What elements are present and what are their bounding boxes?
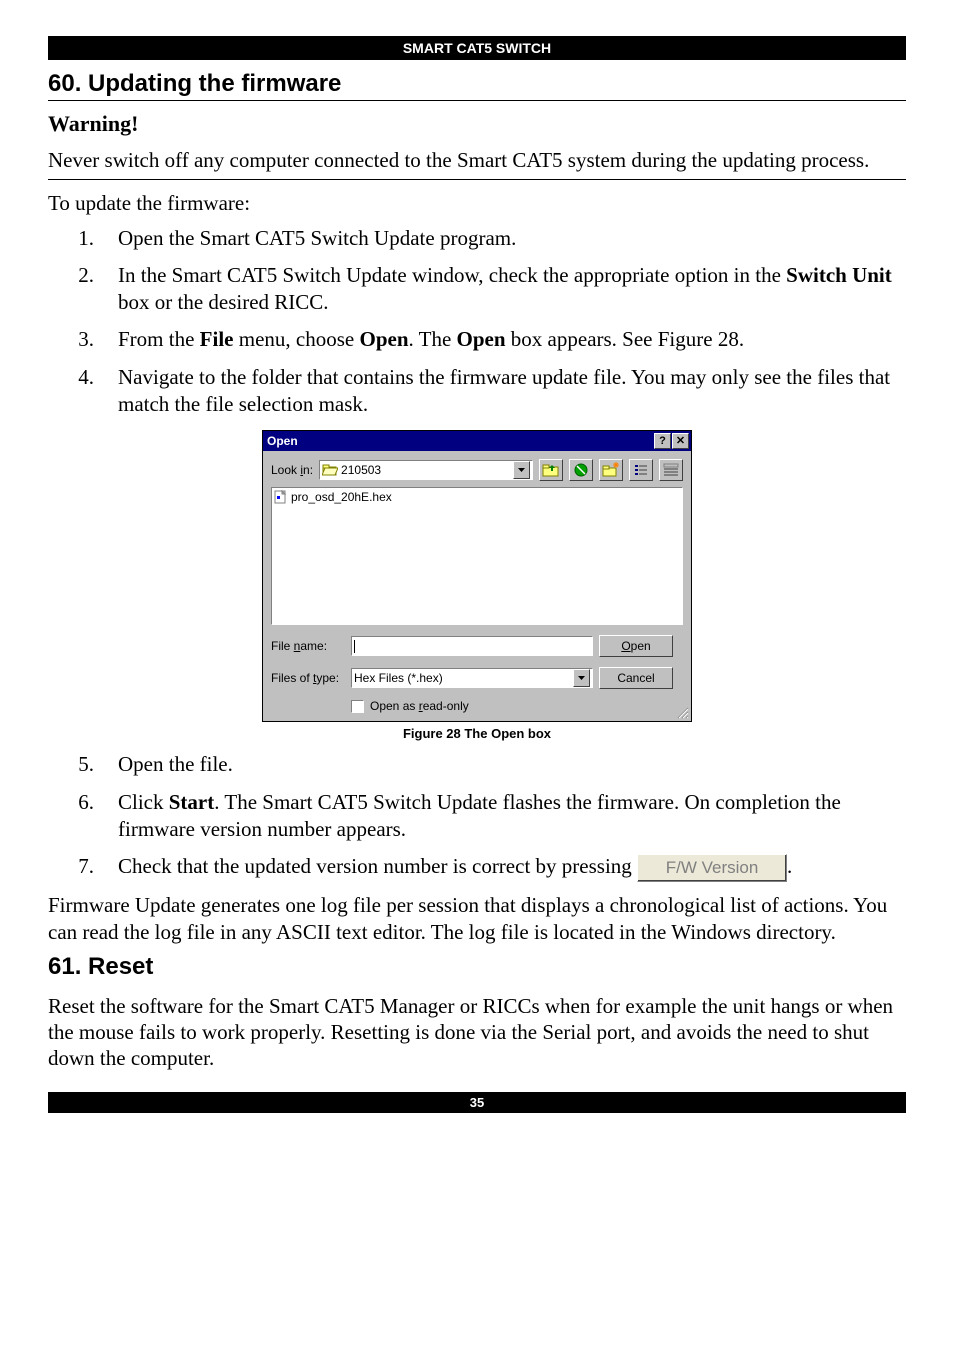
fw-version-button[interactable]: F/W Version [637,854,787,882]
help-button[interactable]: ? [654,433,671,449]
readonly-checkbox[interactable] [351,700,364,713]
new-folder-icon [602,462,620,478]
folder-up-icon [542,462,560,478]
filetype-value: Hex Files (*.hex) [354,671,443,685]
look-in-select[interactable]: 210503 [319,460,533,480]
desktop-icon [573,462,589,478]
step-text: Click Start. The Smart CAT5 Switch Updat… [118,789,906,844]
page-footer-bar: 35 [48,1092,906,1113]
warning-label: Warning! [48,111,906,137]
step-text: Navigate to the folder that contains the… [118,364,906,419]
look-in-label: Look in: [271,463,313,477]
folder-open-icon [322,463,338,477]
steps-list-2: 5. Open the file. 6. Click Start. The Sm… [48,751,906,882]
page-header-bar: SMART CAT5 SWITCH [48,36,906,60]
close-icon: ✕ [676,436,685,447]
section-61-body: Reset the software for the Smart CAT5 Ma… [48,993,906,1072]
step-number: 7. [72,853,94,880]
section-60-heading: 60. Updating the firmware [48,70,906,101]
warning-text: Never switch off any computer connected … [48,147,906,180]
step-text: Open the Smart CAT5 Switch Update progra… [118,225,906,252]
step-7: 7. Check that the updated version number… [48,853,906,882]
file-icon [274,490,288,504]
step-5: 5. Open the file. [48,751,906,778]
list-view-button[interactable] [629,459,653,481]
chevron-down-icon [578,676,585,680]
open-dialog: Open ? ✕ Look in: 210503 [262,430,692,722]
readonly-label: Open as read-only [370,699,469,713]
dialog-titlebar: Open ? ✕ [263,431,691,451]
after-steps-text: Firmware Update generates one log file p… [48,892,906,945]
step-text: From the File menu, choose Open. The Ope… [118,326,906,353]
step-text: Check that the updated version number is… [118,853,906,882]
step-text: In the Smart CAT5 Switch Update window, … [118,262,906,317]
figure-caption: Figure 28 The Open box [48,726,906,741]
step-number: 3. [72,326,94,353]
step-number: 6. [72,789,94,816]
dialog-title: Open [267,434,653,448]
step-2: 2. In the Smart CAT5 Switch Update windo… [48,262,906,317]
list-icon [633,463,649,477]
details-icon [663,463,679,477]
step-3: 3. From the File menu, choose Open. The … [48,326,906,353]
steps-list-1: 1. Open the Smart CAT5 Switch Update pro… [48,225,906,419]
file-item[interactable]: pro_osd_20hE.hex [291,490,392,504]
step-text: Open the file. [118,751,906,778]
step-number: 4. [72,364,94,391]
filetype-label: Files of type: [271,671,345,685]
step-number: 2. [72,262,94,289]
desktop-button[interactable] [569,459,593,481]
resize-grip-icon[interactable] [675,705,689,719]
up-one-level-button[interactable] [539,459,563,481]
open-button[interactable]: Open [599,635,673,657]
new-folder-button[interactable] [599,459,623,481]
filetype-select[interactable]: Hex Files (*.hex) [351,668,593,688]
cancel-button[interactable]: Cancel [599,667,673,689]
look-in-dropdown-button[interactable] [513,461,530,479]
filetype-dropdown-button[interactable] [573,669,590,687]
intro-text: To update the firmware: [48,190,906,216]
step-4: 4. Navigate to the folder that contains … [48,364,906,419]
filename-label: File name: [271,639,345,653]
close-button[interactable]: ✕ [672,433,689,449]
look-in-value: 210503 [341,463,381,477]
filename-input[interactable] [351,636,593,656]
step-1: 1. Open the Smart CAT5 Switch Update pro… [48,225,906,252]
details-view-button[interactable] [659,459,683,481]
step-number: 1. [72,225,94,252]
section-61-heading: 61. Reset [48,953,906,983]
question-icon: ? [659,436,666,447]
chevron-down-icon [518,468,525,472]
file-list[interactable]: pro_osd_20hE.hex [271,487,683,625]
step-number: 5. [72,751,94,778]
step-6: 6. Click Start. The Smart CAT5 Switch Up… [48,789,906,844]
